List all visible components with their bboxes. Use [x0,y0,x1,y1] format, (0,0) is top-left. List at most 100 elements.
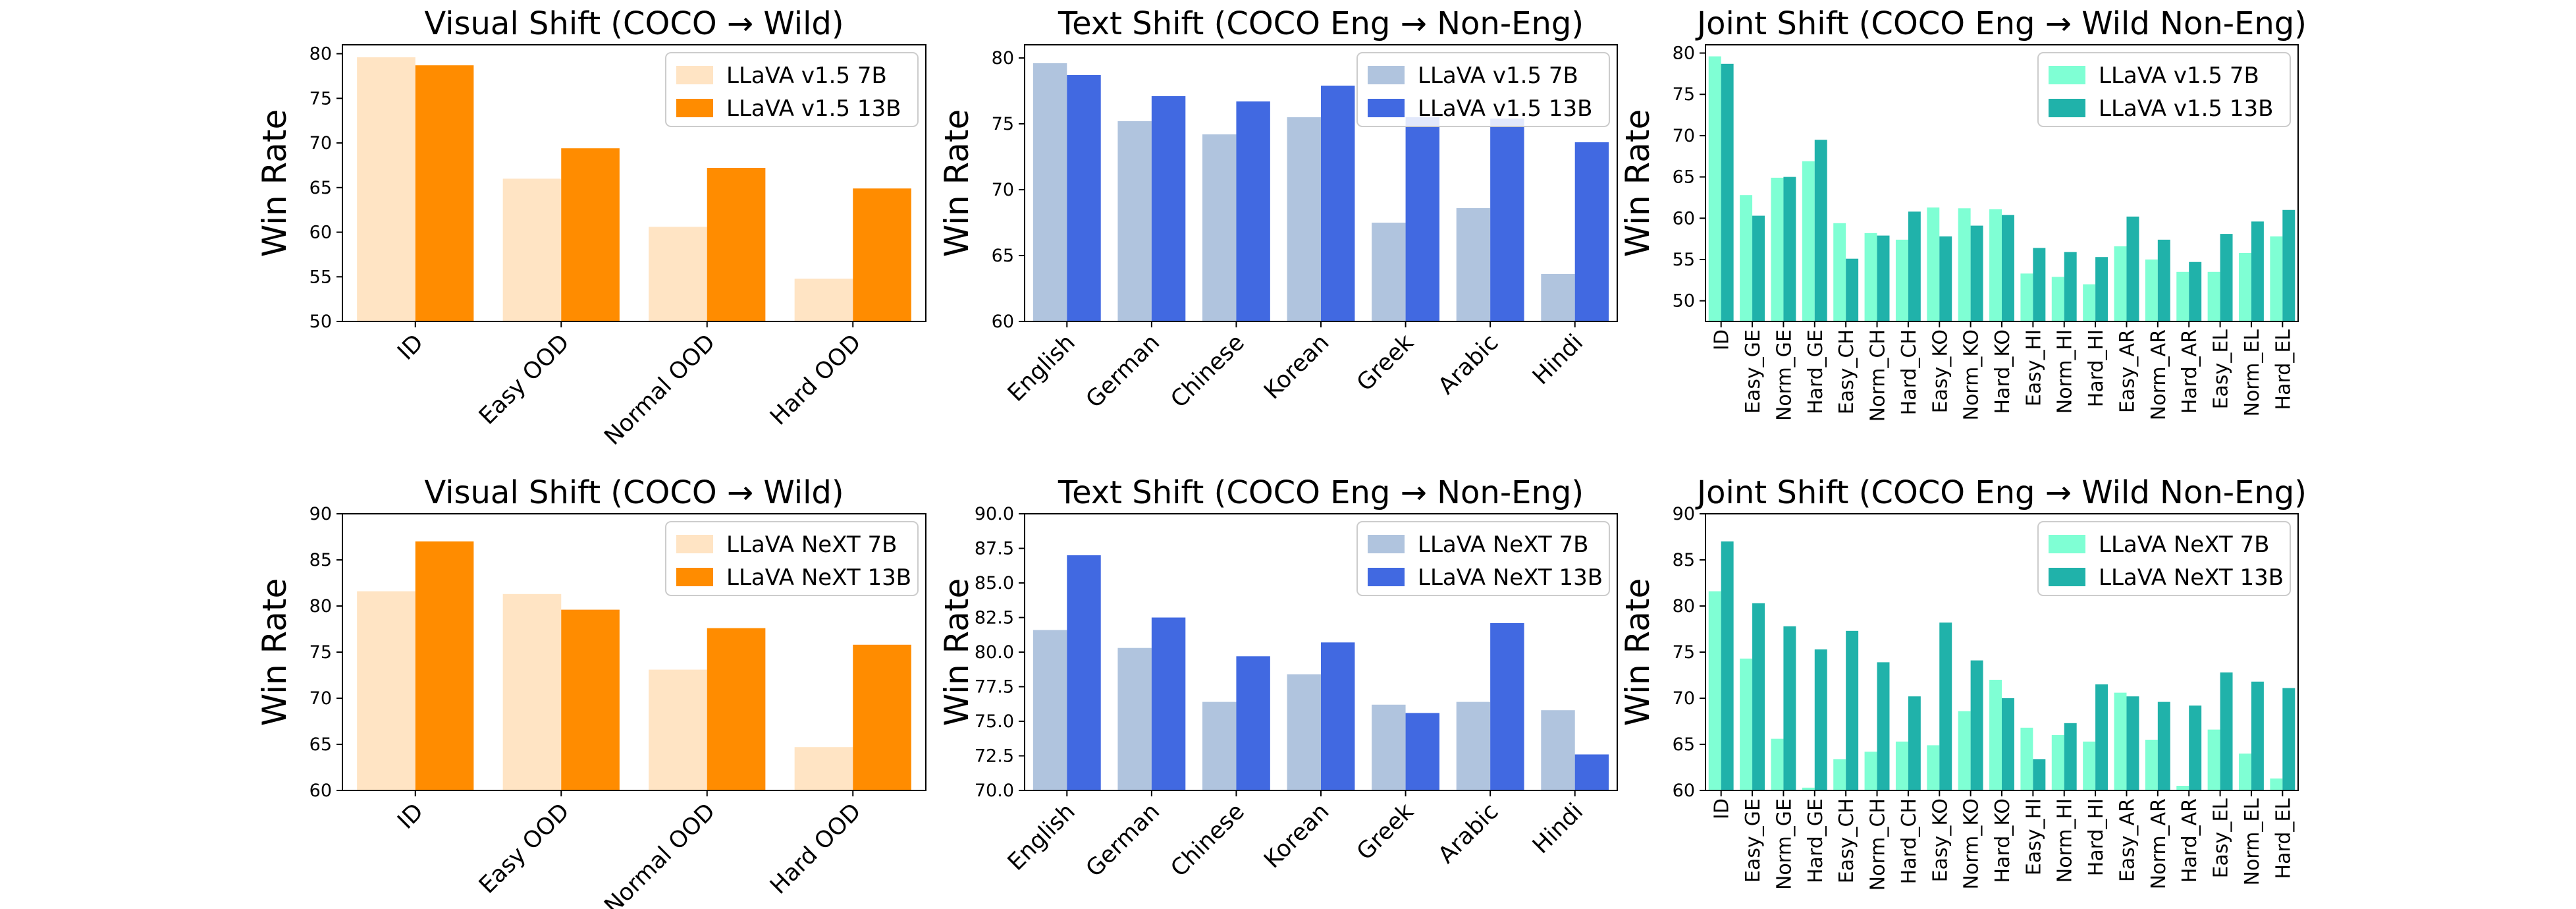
bar-llava-v1-5-7b-easy-ge [1740,195,1753,321]
x-tick-label: Easy_HI [2022,798,2045,875]
x-tick-label: ID [1711,329,1734,350]
y-tick-label: 60 [1673,781,1695,801]
bar-llava-v1-5-13b-english [1067,75,1101,321]
x-tick-label: Norm_CH [1867,798,1890,891]
x-tick-label: ID [392,329,429,366]
y-axis-label: Win Rate [938,578,976,726]
bar-llava-next-7b-id [357,591,416,790]
x-tick-label: Easy_AR [2116,798,2139,882]
bar-llava-v1-5-7b-easy-hi [2020,273,2033,321]
x-tick-label: Easy_KO [1929,329,1952,413]
legend-label: LLaVA NeXT 13B [726,565,911,591]
bar-llava-next-13b-hard-ch [1908,696,1921,790]
x-tick-label: Chinese [1166,798,1250,882]
bar-llava-v1-5-7b-hard-hi [2083,284,2096,321]
y-tick-label: 60 [309,223,332,243]
bar-llava-next-7b-arabic [1456,702,1491,790]
bar-llava-v1-5-7b-greek [1372,223,1406,321]
x-tick-label: Hard_AR [2178,798,2201,883]
chart-panel-1: 50 55 60 65 70 75 80 ID Easy OOD Normal OOD Hard O… [255,5,926,451]
bar-llava-next-7b-korean [1287,674,1321,790]
bar-llava-v1-5-13b-hard-ood [853,188,911,321]
bar-llava-next-13b-chinese [1236,656,1270,790]
bar-llava-v1-5-7b-hard-ood [794,278,853,321]
bar-llava-next-7b-hard-hi [2083,741,2096,790]
y-tick-label: 75 [309,642,332,663]
y-tick-label: 72.5 [975,746,1014,767]
bar-llava-next-13b-normal-ood [707,628,766,790]
bar-llava-v1-5-7b-hard-ge [1802,161,1815,321]
chart-panel-4: 60 65 70 75 80 85 90 ID Easy OOD Normal OOD Hard O… [255,474,926,909]
bar-llava-next-13b-id [415,541,474,790]
legend-swatch [1368,568,1405,586]
bar-llava-v1-5-7b-hard-ko [1989,209,2002,321]
y-tick-label: 70 [1673,688,1695,709]
y-tick-label: 80.0 [975,642,1014,663]
y-tick-label: 70 [309,133,332,153]
x-tick-label: Korean [1259,329,1334,404]
bar-llava-next-13b-hard-ood [853,644,911,790]
bar-llava-v1-5-13b-german [1151,96,1186,321]
bar-llava-v1-5-7b-chinese [1202,134,1237,321]
bar-llava-next-7b-easy-ood [502,593,562,790]
bar-llava-next-7b-hard-el [2270,778,2283,790]
bar-llava-next-13b-german [1151,617,1186,790]
x-tick-label: Easy_CH [1835,798,1858,883]
bar-llava-next-7b-easy-ar [2114,692,2127,790]
x-tick-label: Greek [1352,798,1419,866]
bar-llava-v1-5-7b-id [1708,56,1721,322]
bar-llava-v1-5-13b-easy-ko [1939,236,1952,321]
y-tick-label: 60 [309,781,332,801]
legend-label: LLaVA v1.5 13B [1418,96,1592,122]
legend-swatch [676,99,713,117]
bar-llava-v1-5-7b-easy-ood [502,179,562,321]
y-tick-label: 85 [309,550,332,570]
legend-swatch [2049,66,2085,84]
x-tick-label: Norm_GE [1773,329,1796,421]
y-tick-label: 82.5 [975,608,1014,628]
bar-llava-v1-5-13b-greek [1405,117,1439,321]
y-tick-label: 70 [309,688,332,709]
chart-title: Joint Shift (COCO Eng → Wild Non-Eng) [1695,474,2307,511]
bar-llava-v1-5-13b-norm-el [2251,221,2264,321]
bar-llava-next-7b-easy-ko [1927,745,1940,790]
y-tick-label: 80 [992,48,1014,69]
x-tick-label: Arabic [1434,798,1504,869]
legend-swatch [1368,99,1405,117]
chart-panel-2: 60 65 70 75 80 English German Chinese Korean Gree… [938,5,1618,413]
legend-swatch [2049,99,2085,117]
y-tick-label: 75 [1673,84,1695,105]
x-tick-label: Easy_HI [2022,329,2045,406]
bar-llava-v1-5-13b-id [415,65,474,321]
x-tick-label: English [1003,798,1081,876]
legend-box [665,521,919,596]
legend-box [2037,52,2291,127]
y-tick-label: 80 [309,44,332,65]
bar-llava-next-7b-german [1117,647,1152,790]
y-tick-label: 50 [1673,291,1695,312]
bar-llava-v1-5-13b-norm-ar [2157,239,2170,321]
legend-label: LLaVA v1.5 13B [2099,96,2273,122]
bar-llava-v1-5-7b-hindi [1541,274,1575,321]
bar-llava-v1-5-13b-hard-ge [1814,140,1827,321]
y-tick-label: 80 [1673,596,1695,617]
x-tick-label: German [1081,329,1165,413]
bar-llava-next-7b-hard-ood [794,747,853,790]
bar-llava-next-7b-easy-ge [1740,658,1753,790]
x-tick-label: Greek [1352,329,1419,397]
bar-llava-v1-5-13b-easy-ch [1846,258,1859,321]
chart-panel-6: 60 65 70 75 80 85 90 ID Easy_GE Norm_GE Hard_GE Eas… [1619,474,2307,891]
bar-llava-v1-5-7b-norm-hi [2051,277,2064,321]
legend-box [1356,52,1610,127]
bar-llava-v1-5-13b-hard-ch [1908,211,1921,321]
bar-llava-v1-5-7b-german [1117,121,1152,321]
bar-llava-v1-5-13b-hard-ko [2002,215,2014,321]
x-tick-label: Chinese [1166,329,1250,413]
bar-llava-v1-5-7b-hard-el [2270,236,2283,321]
bar-llava-next-13b-easy-ko [1939,622,1952,790]
bar-llava-next-13b-id [1721,541,1734,790]
bar-llava-v1-5-13b-norm-ch [1877,235,1890,321]
bar-llava-next-13b-norm-ge [1783,626,1796,790]
legend-label: LLaVA v1.5 13B [726,96,901,122]
x-tick-label: Easy OOD [474,329,575,430]
